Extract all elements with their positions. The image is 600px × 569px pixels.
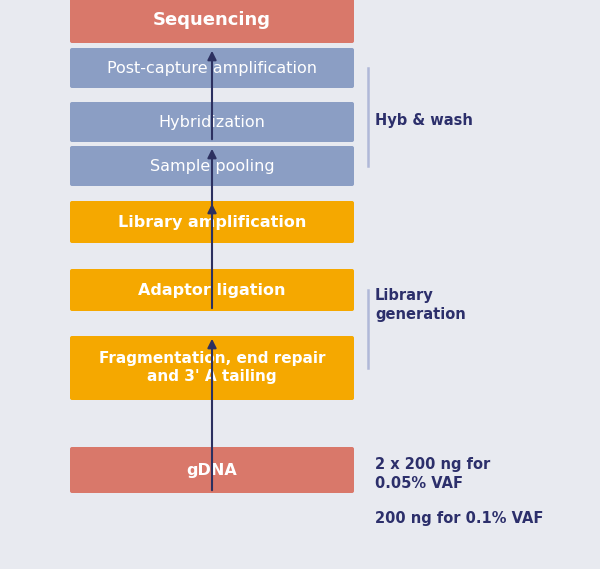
Text: gDNA: gDNA	[187, 463, 238, 477]
Text: Hybridization: Hybridization	[158, 114, 265, 130]
Text: 2 x 200 ng for
0.05% VAF: 2 x 200 ng for 0.05% VAF	[375, 457, 490, 491]
FancyBboxPatch shape	[70, 269, 354, 311]
FancyBboxPatch shape	[70, 447, 354, 493]
Text: Sample pooling: Sample pooling	[149, 159, 274, 174]
Text: Adaptor ligation: Adaptor ligation	[138, 282, 286, 298]
FancyBboxPatch shape	[70, 102, 354, 142]
Text: 200 ng for 0.1% VAF: 200 ng for 0.1% VAF	[375, 512, 544, 526]
Text: Library amplification: Library amplification	[118, 215, 306, 229]
FancyBboxPatch shape	[70, 201, 354, 243]
Text: Sequencing: Sequencing	[153, 11, 271, 29]
FancyBboxPatch shape	[70, 336, 354, 400]
Text: Library
generation: Library generation	[375, 288, 466, 322]
FancyBboxPatch shape	[70, 48, 354, 88]
FancyBboxPatch shape	[70, 146, 354, 186]
Text: Post-capture amplification: Post-capture amplification	[107, 60, 317, 76]
FancyBboxPatch shape	[70, 0, 354, 43]
Text: Fragmentation, end repair
and 3' A tailing: Fragmentation, end repair and 3' A taili…	[99, 352, 325, 385]
Text: Hyb & wash: Hyb & wash	[375, 113, 473, 127]
